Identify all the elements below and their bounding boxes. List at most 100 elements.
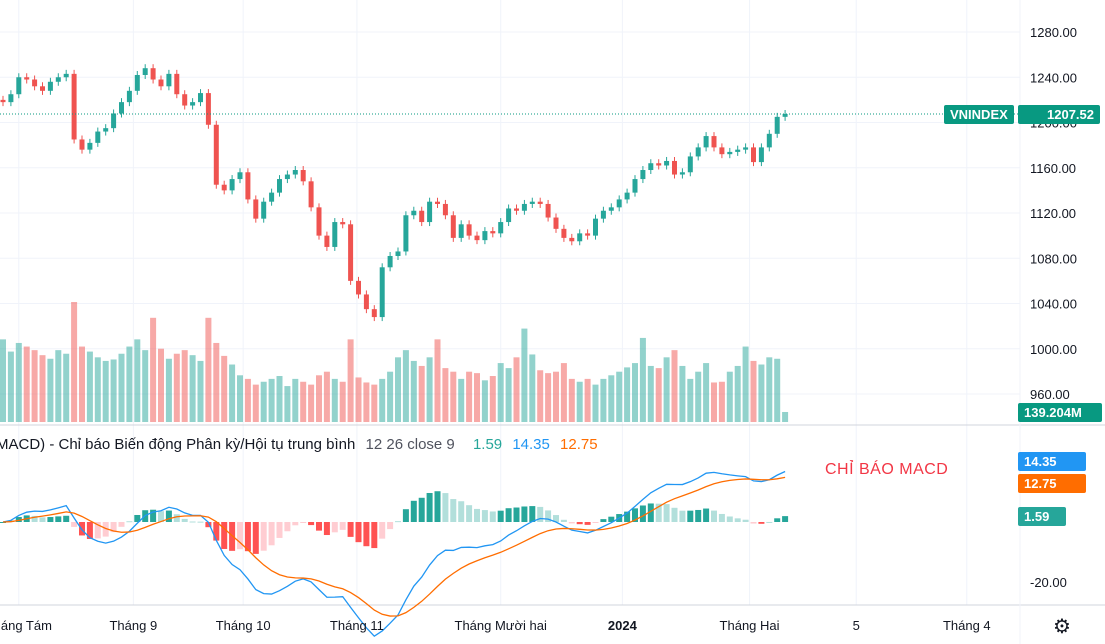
candle-body [119, 102, 124, 114]
time-tick-label: Tháng Tám [0, 618, 52, 633]
macd-tick-label: -20.00 [1030, 575, 1067, 590]
volume-bar [410, 360, 417, 422]
macd-histogram-bar [426, 492, 433, 522]
volume-bar [118, 353, 125, 422]
candle-body [205, 93, 211, 125]
candle-body [95, 131, 101, 143]
macd-histogram-bar [624, 511, 631, 522]
volume-bar [31, 350, 38, 422]
volume-bar [0, 339, 6, 422]
volume-bar [584, 378, 591, 422]
candle-body [474, 235, 480, 241]
macd-histogram-bar [592, 522, 599, 523]
gear-icon[interactable]: ⚙ [1053, 616, 1071, 638]
candle-body [277, 179, 282, 193]
volume-bar [23, 346, 30, 422]
macd-histogram-bar [134, 514, 141, 522]
macd-histogram-bar [244, 522, 251, 552]
macd-histogram-bar [86, 522, 93, 539]
volume-bar [339, 381, 346, 422]
macd-histogram-bar [197, 521, 204, 523]
candle-body [703, 136, 709, 148]
volume-bar [418, 365, 425, 422]
candle-body [16, 77, 22, 95]
volume-bar [513, 357, 520, 422]
macd-histogram-bar [553, 515, 559, 522]
macd-line [2, 470, 786, 638]
volume-bar [197, 360, 204, 422]
macd-histogram-bar [703, 508, 710, 522]
volume-bar [316, 375, 322, 422]
volume-bar [663, 357, 670, 422]
candle-body [198, 93, 203, 103]
macd-histogram-bar [316, 522, 322, 531]
candle-body [55, 77, 61, 82]
volume-bar [703, 363, 710, 422]
volume-bar [323, 371, 330, 422]
candle-body [529, 201, 535, 204]
volume-bar [387, 371, 394, 422]
volume-bar [766, 357, 773, 422]
volume-bar [150, 317, 157, 422]
candle-body [379, 267, 385, 318]
macd-histogram-bar [418, 497, 425, 522]
macd-histogram-bar [252, 522, 259, 554]
candle-body [40, 86, 45, 91]
macd-histogram-bar [110, 522, 117, 533]
candle-body [134, 74, 140, 91]
macd-histogram-bar [726, 516, 733, 522]
volume-bar [244, 378, 251, 422]
macd-histogram-bar [434, 491, 441, 522]
time-tick-label: Tháng 11 [330, 618, 384, 633]
macd-histogram-bar [371, 522, 378, 549]
volume-bar [39, 355, 46, 422]
volume-bar [134, 339, 141, 422]
price-tick-label: 1080.00 [1030, 251, 1077, 266]
candle-body [395, 251, 401, 256]
macd-histogram-bar [213, 522, 220, 541]
volume-bar [395, 357, 401, 422]
candle-body [561, 228, 567, 238]
candle-body [126, 90, 132, 103]
signal-line [2, 476, 786, 617]
volume-bar [568, 378, 575, 422]
macd-histogram-bar [47, 517, 54, 522]
candle-body [521, 203, 527, 211]
price-tick-label: 960.00 [1030, 387, 1070, 402]
macd-line-value: 14.35 [512, 436, 550, 453]
volume-bar [774, 358, 781, 422]
volume-bar [15, 342, 22, 422]
volume-bar [639, 337, 646, 422]
macd-annotation: CHỈ BÁO MACD [825, 461, 949, 478]
candle-body [269, 192, 275, 202]
volume-bar [110, 359, 117, 422]
volume-bar [165, 358, 172, 422]
volume-bar [142, 350, 149, 422]
volume-bar [7, 351, 14, 422]
candle-body [442, 203, 448, 216]
macd-histogram-bar [221, 522, 228, 549]
volume-bar [687, 378, 694, 422]
macd-histogram-bar [189, 521, 196, 523]
candle-body [79, 139, 85, 150]
macd-histogram-bar [529, 506, 536, 522]
volume-bar [671, 350, 678, 422]
candle-body [537, 201, 543, 204]
macd-histogram-bar [734, 518, 741, 522]
candle-body [774, 116, 780, 134]
candle-body [577, 233, 583, 242]
time-tick-label: Tháng Hai [720, 618, 780, 633]
candle-body [490, 231, 496, 234]
price-tick-label: 1160.00 [1030, 161, 1076, 176]
candle-body [624, 192, 630, 200]
macd-histogram-bar [150, 509, 157, 522]
volume-bar [347, 339, 354, 422]
candle-body [751, 147, 756, 163]
candle-body [340, 222, 346, 225]
candle-body [458, 224, 464, 238]
volume-bar [213, 342, 220, 422]
volume-bar [497, 363, 504, 422]
macd-histogram-bar [276, 522, 283, 538]
